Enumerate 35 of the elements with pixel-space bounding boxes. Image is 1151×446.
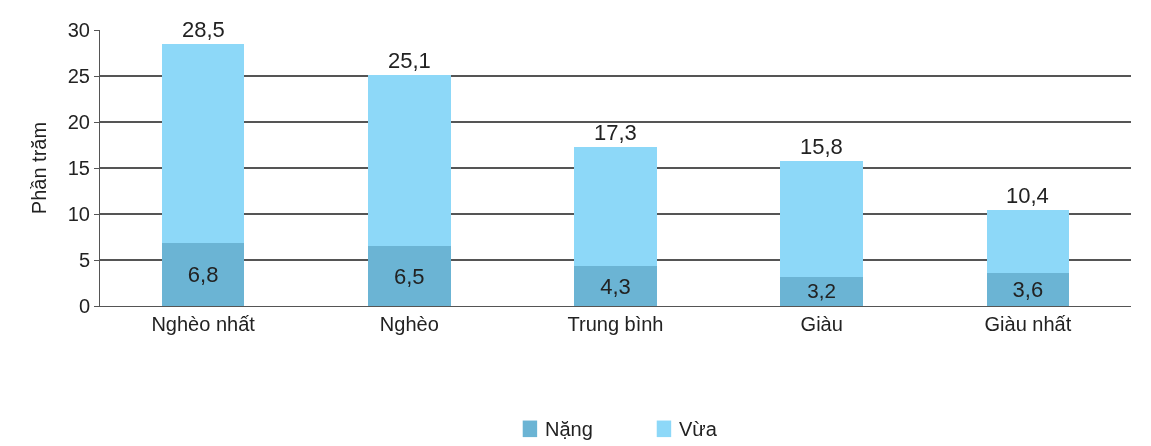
legend-label: Nặng: [545, 418, 593, 440]
bar: [161, 43, 245, 244]
bar: [161, 243, 245, 306]
y-tick-label: 20: [67, 111, 90, 133]
data-label: 3,2: [807, 279, 837, 303]
y-axis-title: Phần trăm: [28, 121, 51, 215]
bar: [368, 75, 451, 247]
bar: [368, 246, 451, 306]
total-label: 17,3: [594, 120, 637, 145]
bar: [986, 210, 1070, 273]
data-label: 4,3: [600, 273, 631, 299]
x-tick-label: Trung bình: [567, 313, 664, 335]
y-tick-label: 30: [67, 19, 90, 41]
data-label: 3,6: [1012, 276, 1044, 302]
total-label: 25,1: [388, 48, 431, 73]
x-tick-label: Giàu nhất: [984, 313, 1072, 335]
bar: [574, 146, 657, 267]
legend-label: Vừa: [679, 418, 718, 440]
bar: [986, 272, 1070, 306]
y-tick-label: 25: [67, 65, 90, 87]
total-label: 28,5: [182, 17, 225, 42]
total-label: 10,4: [1006, 183, 1049, 208]
data-label: 6,8: [187, 262, 219, 288]
y-tick-label: 5: [78, 249, 90, 271]
x-tick-label: Giàu: [800, 313, 843, 335]
x-tick-label: Nghèo: [379, 313, 439, 335]
y-tick-label: 10: [67, 203, 90, 225]
y-tick-label: 0: [78, 295, 90, 317]
data-label: 6,5: [394, 263, 425, 289]
total-label: 15,8: [800, 134, 843, 159]
x-tick-label: Nghèo nhất: [151, 313, 256, 335]
bar: [780, 276, 863, 306]
bar: [780, 160, 863, 277]
bar: [574, 266, 657, 306]
y-tick-label: 15: [67, 157, 90, 179]
